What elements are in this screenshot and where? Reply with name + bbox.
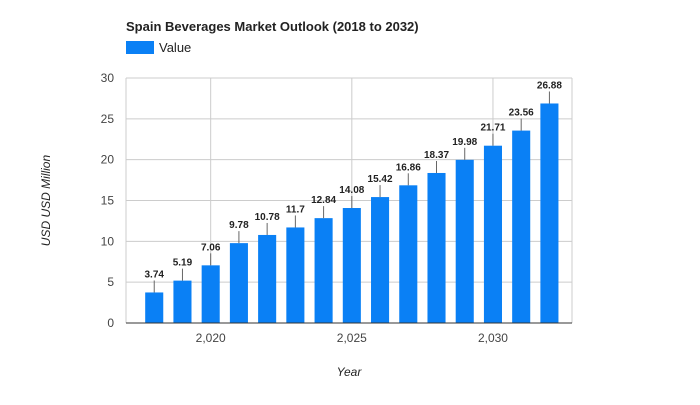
data-label: 14.08 [339, 185, 364, 196]
x-tick-label: 2,025 [337, 331, 367, 345]
bar[interactable] [173, 280, 192, 323]
grid-lines [125, 77, 573, 323]
axes: 0 5 10 15 20 25 30 2,020 2,025 2,030 [101, 71, 572, 345]
y-tick-label: 10 [101, 234, 115, 248]
bar-series-value [145, 103, 559, 323]
data-label: 23.56 [509, 108, 534, 119]
y-tick-label: 30 [101, 71, 115, 85]
data-label: 12.84 [311, 195, 336, 206]
data-label: 10.78 [255, 212, 280, 223]
y-axis-title: USD USD Million [39, 155, 53, 247]
y-tick-label: 0 [107, 316, 114, 330]
legend-label-value: Value [159, 40, 191, 55]
data-label: 18.37 [424, 150, 449, 161]
bar[interactable] [145, 292, 164, 323]
bar[interactable] [201, 265, 220, 323]
y-tick-label: 20 [101, 153, 115, 167]
legend-swatch-value [126, 41, 154, 54]
bar[interactable] [455, 159, 474, 323]
data-label: 9.78 [229, 220, 249, 231]
bar[interactable] [427, 172, 446, 323]
x-tick-label: 2,030 [478, 331, 508, 345]
bar[interactable] [483, 145, 502, 323]
x-tick-label: 2,020 [196, 331, 226, 345]
bar[interactable] [342, 208, 361, 323]
bar[interactable] [399, 185, 418, 323]
bar[interactable] [314, 218, 333, 323]
y-tick-label: 15 [101, 194, 115, 208]
data-label: 11.7 [286, 204, 305, 215]
bar[interactable] [229, 243, 248, 323]
bar[interactable] [286, 227, 305, 323]
data-label: 5.19 [173, 258, 193, 269]
data-label: 3.74 [144, 269, 164, 280]
bar[interactable] [258, 234, 277, 323]
data-label: 19.98 [452, 137, 477, 148]
y-tick-label: 25 [101, 112, 115, 126]
bar[interactable] [512, 130, 531, 323]
chart-title: Spain Beverages Market Outlook (2018 to … [126, 19, 419, 34]
bar[interactable] [371, 197, 390, 323]
data-label: 26.88 [537, 80, 562, 91]
y-tick-label: 5 [107, 275, 114, 289]
data-label: 7.06 [201, 242, 221, 253]
x-axis-title: Year [337, 365, 363, 379]
data-label: 15.42 [368, 174, 393, 185]
bar[interactable] [540, 103, 559, 323]
data-label: 16.86 [396, 162, 421, 173]
data-label: 21.71 [480, 123, 505, 134]
legend[interactable]: Value [126, 40, 191, 55]
